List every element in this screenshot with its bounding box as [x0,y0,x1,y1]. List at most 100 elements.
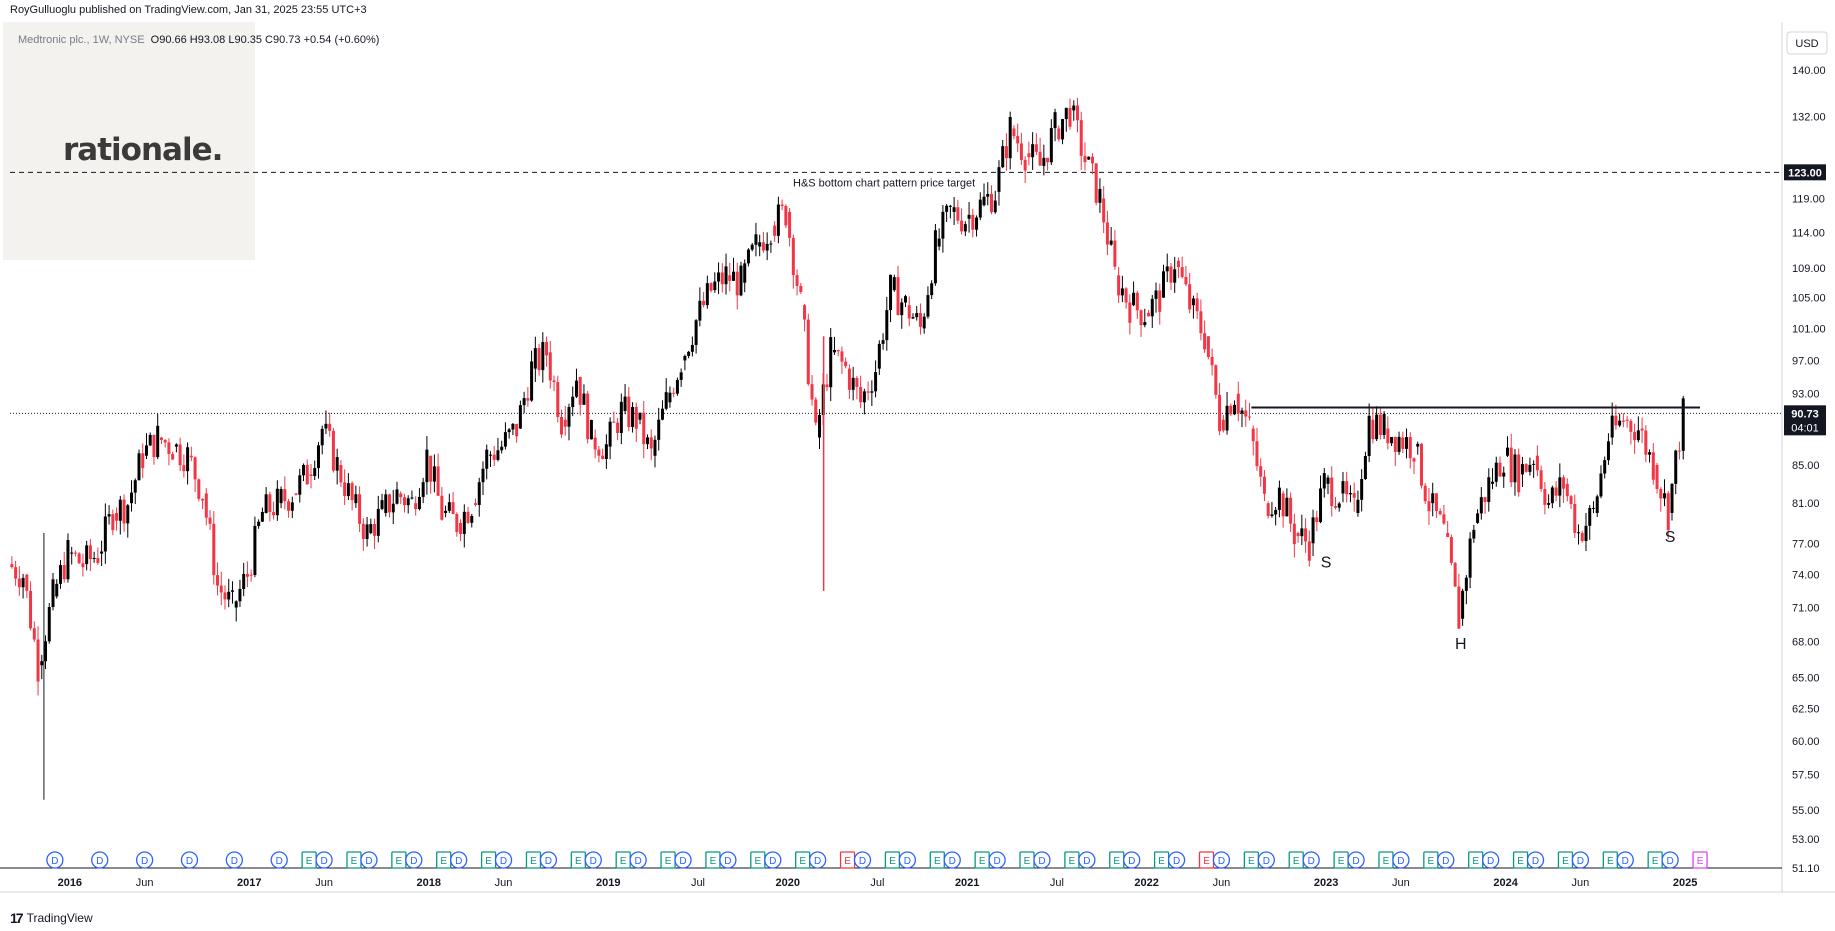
candle-body [556,382,560,418]
dividend-marker-icon [764,851,782,869]
y-tick-label: 77.00 [1792,538,1820,550]
candle-body [148,434,152,446]
candle-body [1419,443,1423,486]
candle-body [1173,269,1177,283]
candle-body [399,493,403,498]
dividend-marker-icon [405,851,423,869]
dividend-marker-icon [629,851,647,869]
candle-body [1191,298,1195,306]
candle-body [997,167,1001,192]
candle-body [47,607,51,642]
candle-body [1614,415,1618,426]
dividend-marker-label: D [814,856,821,867]
x-tick-label: 2018 [417,877,441,889]
candle-body [100,551,104,554]
x-tick-label: Jul [691,877,705,889]
candle-body [1262,476,1266,494]
candle-body [791,237,795,276]
candle-body [466,511,470,523]
candle-body [885,310,889,341]
candle-body [1053,112,1057,129]
footer-brand[interactable]: 17 TradingView [10,910,93,926]
candle-body [268,494,272,513]
dividend-marker-label: D [949,856,956,867]
candle-body [545,341,549,356]
candle-body [1483,497,1487,502]
y-tick-label: 60.00 [1792,736,1820,748]
dividend-marker-label: D [186,856,193,867]
candle-body [156,425,160,458]
candle-body [503,432,507,447]
candle-body [324,423,328,429]
candle-body [631,407,635,427]
candle-body [1004,146,1008,159]
x-tick-label: 2025 [1673,877,1697,889]
candle-body [1539,470,1543,489]
symbol-legend[interactable]: Medtronic plc., 1W, NYSE O90.66 H93.08 L… [18,34,379,46]
dividend-marker-icon [1571,851,1590,869]
currency-selector[interactable] [1786,31,1828,55]
dividend-marker-icon [1392,851,1410,869]
candle-body [178,444,182,466]
candle-body [877,343,881,369]
candle-body [806,319,810,385]
dividend-marker-label: D [859,856,866,867]
earnings-marker-label: E [530,856,537,867]
candle-body [1161,271,1165,298]
candle-body [481,468,485,483]
candle-body [130,492,134,504]
candle-body [724,266,728,285]
dividend-marker-label: D [993,856,1000,867]
x-tick-label: 2021 [955,877,979,889]
candle-body [971,214,975,230]
candle-body [597,449,601,456]
candle-body [1184,276,1188,285]
candle-body [982,196,986,206]
candle-body [417,496,421,510]
candle-body [44,641,48,662]
candle-body [1457,586,1461,629]
candle-body [612,421,616,423]
candle-body [1449,537,1453,563]
candle-body [788,211,792,238]
candle-body [1135,292,1139,311]
candle-body [889,274,893,311]
dividend-marker-label: D [231,856,238,867]
earnings-marker-label: E [1113,856,1120,867]
candle-body [1655,464,1659,489]
dividend-marker-icon [853,851,872,869]
candle-body [1259,466,1263,477]
candle-body [619,401,623,434]
earnings-marker-label: E [799,856,806,867]
dividend-marker-label: D [635,856,642,867]
candle-body [197,479,201,499]
pattern-label: H [1455,636,1467,653]
dividend-marker-label: D [1083,856,1090,867]
candle-body [1479,497,1483,514]
dividend-marker-label: D [365,856,372,867]
earnings-marker-label: E [1697,856,1704,867]
dividend-marker-icon [135,851,154,869]
candle-body [40,661,44,666]
dividend-marker-label: D [1308,856,1315,867]
x-tick-label: 2017 [237,877,261,889]
candle-body [365,524,369,539]
candle-body [926,295,930,317]
candle-body [1019,143,1023,160]
candle-body [1468,538,1472,578]
dividend-marker-icon [1257,851,1275,869]
rationale-logo: rationale. [63,132,223,168]
dividend-marker-label: D [1487,856,1494,867]
candle-body [526,398,530,401]
candle-body [862,391,866,403]
candle-body [986,193,990,197]
candle-body [1072,105,1076,111]
candle-body [1517,454,1521,493]
candle-body [627,396,631,427]
candle-body [1176,260,1180,268]
candle-body [1535,455,1539,471]
candle-body [937,238,941,247]
candle-body [660,408,664,420]
candle-body [58,565,62,584]
